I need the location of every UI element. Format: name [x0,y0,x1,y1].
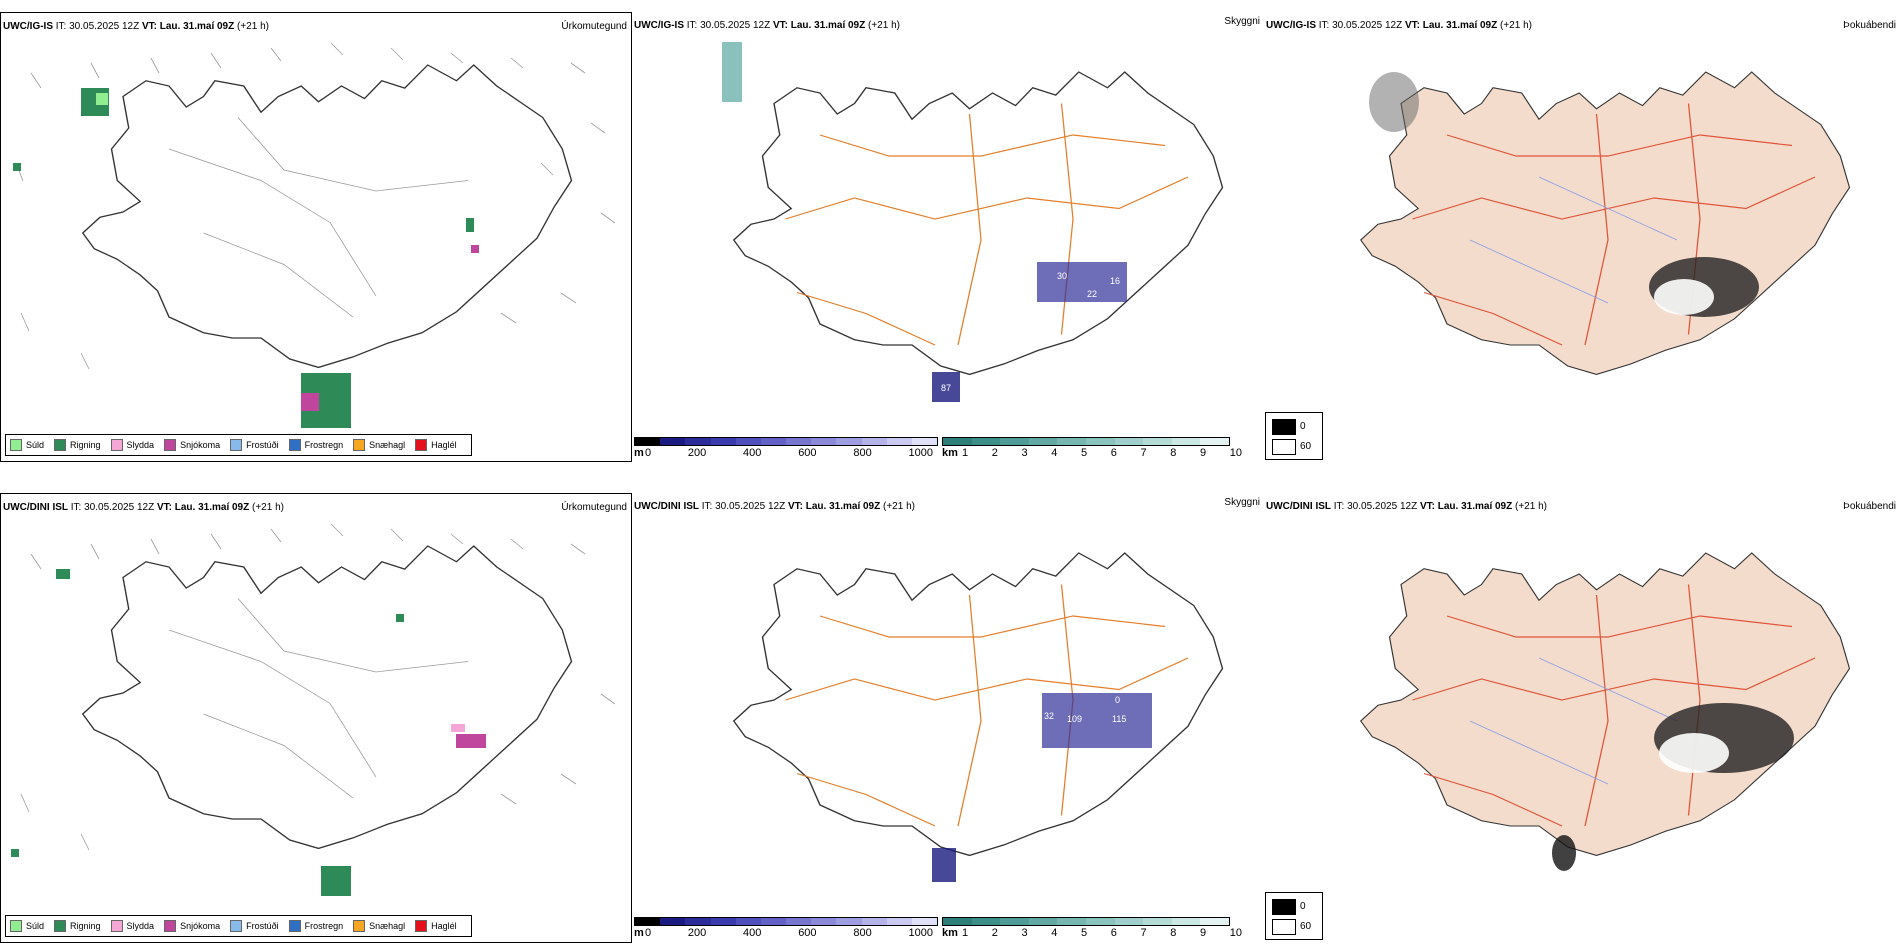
map-value-label: 30 [1057,271,1067,281]
legend-item: Slydda [110,920,154,932]
legend-item: Súld [10,920,44,932]
scale-unit-m: m [634,927,644,939]
visibility-map: 109 115 32 22 0 [733,552,1224,882]
panel-title: UWC/DINI ISL IT: 30.05.2025 12Z VT: Lau.… [634,501,915,512]
fog-panel-row1: UWC/IG-IS IT: 30.05.2025 12Z VT: Lau. 31… [1264,12,1900,462]
panel-title: UWC/DINI ISL IT: 30.05.2025 12Z VT: Lau.… [3,502,284,513]
precip-map [11,523,616,896]
visibility-panel-row2: UWC/DINI ISL IT: 30.05.2025 12Z VT: Lau.… [632,493,1264,943]
precip-map [13,42,616,428]
legend-item: Frostúði [230,920,279,932]
map-value-label: 32 [1044,711,1054,721]
precip-panel-row1: UWC/IG-IS IT: 30.05.2025 12Z VT: Lau. 31… [0,12,632,462]
scale-unit-km: km [942,927,958,939]
panel-title: UWC/IG-IS IT: 30.05.2025 12Z VT: Lau. 31… [3,21,269,32]
fog-map [1360,552,1851,871]
map-value-label: 87 [941,383,951,393]
panel-title: UWC/IG-IS IT: 30.05.2025 12Z VT: Lau. 31… [634,20,900,31]
visibility-map: 30 16 22 87 [722,42,1224,402]
legend-item: Snjókoma [164,920,220,932]
precip-blobs [13,88,479,428]
fog-legend-row1: 0 60 [1265,412,1323,460]
legend-item: Snæhagl [353,439,405,451]
legend-item: Rigning [54,920,101,932]
scale-bar-m-row1 [634,437,938,446]
fog-map [1360,71,1851,375]
scale-ticks-km: 1 2 3 4 5 6 7 8 9 10 [962,447,1242,459]
map-value-label: 22 [1030,731,1040,741]
fog-panel-row2: UWC/DINI ISL IT: 30.05.2025 12Z VT: Lau.… [1264,493,1900,943]
scale-bar-km-row1 [942,437,1230,446]
precip-title: Úrkomutegund [561,502,627,513]
legend-item: Snæhagl [353,920,405,932]
precip-title: Úrkomutegund [561,21,627,32]
scale-ticks-m: 0 200 400 600 800 1000 [645,447,933,459]
map-value-label: 115 [1112,714,1126,724]
scale-bar-m-row2 [634,917,938,926]
map-value-label: 0 [1115,695,1120,705]
map-value-label: 22 [1087,289,1097,299]
visibility-title: Skyggni [1224,16,1260,27]
fog-legend-row2: 0 60 [1265,892,1323,940]
precip-legend: Súld Rigning Slydda Snjókoma Frostúði Fr… [5,434,472,456]
legend-item: Haglél [415,920,457,932]
legend-item: Slydda [110,439,154,451]
legend-item: Snjókoma [164,439,220,451]
visibility-title: Skyggni [1224,497,1260,508]
scale-ticks-m: 0 200 400 600 800 1000 [645,927,933,939]
legend-item: Rigning [54,439,101,451]
scale-unit-km: km [942,447,958,459]
fog-title: Þokuábendi [1843,20,1896,31]
scale-unit-m: m [634,447,644,459]
map-value-label: 109 [1067,714,1082,724]
precip-blobs [11,569,486,896]
legend-item: Frostregn [288,920,343,932]
panel-title: UWC/IG-IS IT: 30.05.2025 12Z VT: Lau. 31… [1266,20,1532,31]
legend-item: Haglél [415,439,457,451]
legend-item: Súld [10,439,44,451]
scale-ticks-km: 1 2 3 4 5 6 7 8 9 10 [962,927,1242,939]
legend-item: Frostúði [230,439,279,451]
panel-title: UWC/DINI ISL IT: 30.05.2025 12Z VT: Lau.… [1266,501,1547,512]
fog-title: Þokuábendi [1843,501,1896,512]
legend-item: Frostregn [288,439,343,451]
precip-legend: Súld Rigning Slydda Snjókoma Frostúði Fr… [5,915,472,937]
map-value-label: 16 [1110,276,1120,286]
scale-bar-km-row2 [942,917,1230,926]
visibility-panel-row1: UWC/IG-IS IT: 30.05.2025 12Z VT: Lau. 31… [632,12,1264,462]
precip-panel-row2: UWC/DINI ISL IT: 30.05.2025 12Z VT: Lau.… [0,493,632,943]
